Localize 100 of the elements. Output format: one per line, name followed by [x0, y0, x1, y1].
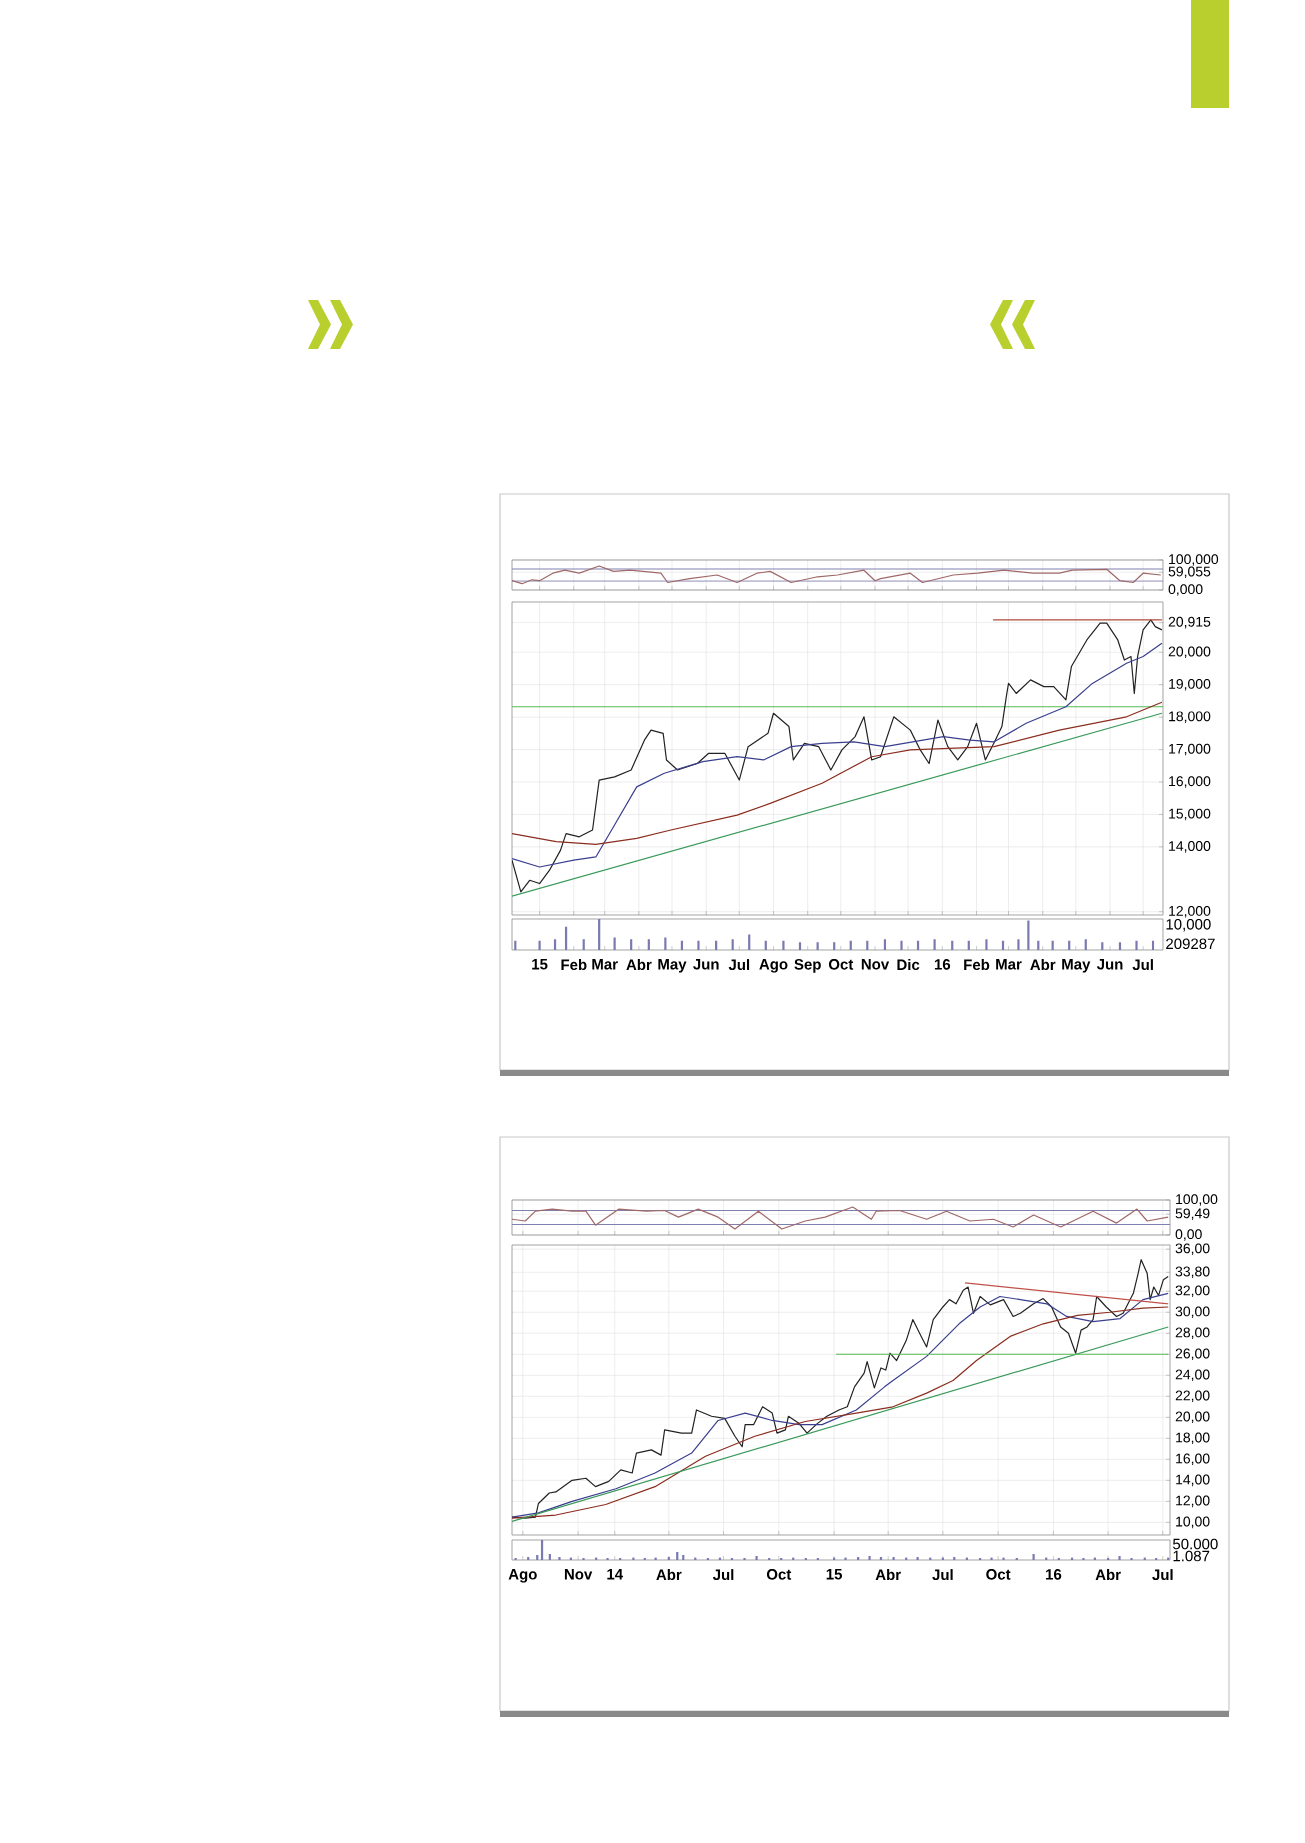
x-tick-label: 14	[607, 1569, 624, 1580]
y-tick-label: 14,00	[1176, 1474, 1210, 1487]
bar	[514, 1557, 517, 1560]
y-tick-label: 33,80	[1175, 1266, 1210, 1279]
bar	[1118, 942, 1122, 950]
y-tick-label: 12,00	[1176, 1495, 1210, 1508]
y-tick-label: 59,49	[1175, 1208, 1210, 1220]
bar	[1068, 940, 1071, 950]
bar	[553, 939, 557, 950]
bar	[730, 1557, 734, 1560]
y-tick-label: 0,00	[1175, 1229, 1202, 1241]
bar	[606, 1557, 609, 1560]
y-tick-label: 19,000	[1169, 678, 1211, 691]
x-tick-label: Feb	[561, 959, 587, 971]
bar	[538, 940, 541, 950]
x-tick-label: Nov	[861, 959, 890, 970]
bar	[849, 940, 852, 950]
x-tick-label: May	[1062, 959, 1091, 973]
bar	[816, 1557, 819, 1560]
bar	[868, 1555, 871, 1560]
text: 50.000	[1173, 1538, 1218, 1550]
x-tick-label: Jul	[1152, 1569, 1173, 1581]
x-tick-label: Nov	[564, 1569, 593, 1580]
bar	[768, 1557, 771, 1560]
y-tick-label: 59,055	[1168, 566, 1211, 579]
bar	[1057, 1557, 1060, 1560]
y-tick-label: 24,00	[1175, 1369, 1210, 1382]
bar	[764, 940, 767, 950]
text: 209287	[1166, 938, 1215, 950]
bar	[1015, 1557, 1018, 1560]
bar	[1118, 1555, 1121, 1560]
y-tick-label: 36,00	[1175, 1243, 1210, 1255]
bar	[892, 1557, 895, 1560]
bar	[598, 918, 601, 950]
bar	[916, 940, 920, 950]
x-tick-label: Abr	[656, 1569, 682, 1581]
y-tick-label: 0,000	[1168, 584, 1203, 596]
y-tick-label: 28,00	[1175, 1327, 1210, 1340]
x-tick-label: Mar	[592, 959, 618, 970]
bar	[706, 1557, 709, 1560]
bar	[985, 939, 988, 950]
bar	[1151, 940, 1155, 950]
bar	[1101, 942, 1104, 950]
bar	[782, 940, 785, 950]
x-tick-label: 15	[532, 959, 548, 970]
y-tick-label: 100,000	[1169, 554, 1219, 566]
line-series	[512, 1206, 1169, 1230]
bar	[630, 939, 633, 950]
bar	[536, 1555, 539, 1560]
bar	[582, 939, 585, 950]
bar	[1130, 1557, 1133, 1560]
bar	[619, 1557, 622, 1560]
bar	[951, 940, 954, 950]
bar	[731, 939, 734, 950]
bar	[1135, 940, 1138, 950]
bar	[748, 934, 751, 950]
bar	[798, 942, 802, 950]
bar	[1082, 1557, 1085, 1560]
y-tick-label: 16,00	[1176, 1453, 1210, 1466]
x-tick-label: Abr	[875, 1569, 901, 1581]
bar	[900, 940, 903, 950]
line-series	[512, 565, 1162, 585]
y-tick-label: 26,00	[1175, 1348, 1210, 1361]
bar	[833, 942, 836, 950]
bar	[1084, 939, 1087, 950]
x-tick-label: Sep	[794, 959, 821, 973]
bar	[816, 942, 819, 950]
x-tick-label: Jul	[712, 1569, 734, 1581]
bar	[582, 1557, 585, 1560]
x-tick-label: Abr	[1030, 959, 1056, 971]
bar	[883, 939, 887, 950]
x-tick-label: May	[658, 959, 687, 973]
bar	[990, 1557, 993, 1560]
x-tick-label: 16	[934, 959, 951, 970]
x-tick-label: 16	[1046, 1569, 1062, 1580]
x-tick-label: Oct	[828, 959, 854, 970]
y-tick-label: 20,000	[1168, 646, 1211, 659]
y-tick-label: 30,00	[1175, 1306, 1210, 1319]
bar	[1107, 1557, 1110, 1560]
x-tick-label: Jun	[693, 959, 719, 970]
x-tick-label: Abr	[626, 959, 652, 971]
line-series	[512, 619, 1163, 893]
bar	[1051, 940, 1054, 950]
y-tick-label: 12,000	[1169, 905, 1211, 918]
bar	[844, 1557, 847, 1560]
x-tick-label: Dic	[897, 959, 920, 971]
y-tick-label: 22,00	[1175, 1390, 1210, 1403]
bar	[967, 940, 970, 950]
bar	[866, 940, 869, 950]
x-tick-label: Ago	[508, 1569, 537, 1583]
x-tick-label: Ago	[759, 959, 788, 973]
bar	[514, 940, 517, 950]
x-tick-label: Abr	[1095, 1569, 1121, 1581]
y-tick-label: 15,000	[1169, 808, 1211, 821]
bar	[780, 1557, 783, 1560]
y-tick-label: 17,000	[1169, 743, 1211, 756]
bar	[1155, 1557, 1158, 1560]
bar	[1037, 940, 1040, 950]
x-tick-label: Jul	[728, 959, 750, 971]
bar	[804, 1557, 807, 1560]
